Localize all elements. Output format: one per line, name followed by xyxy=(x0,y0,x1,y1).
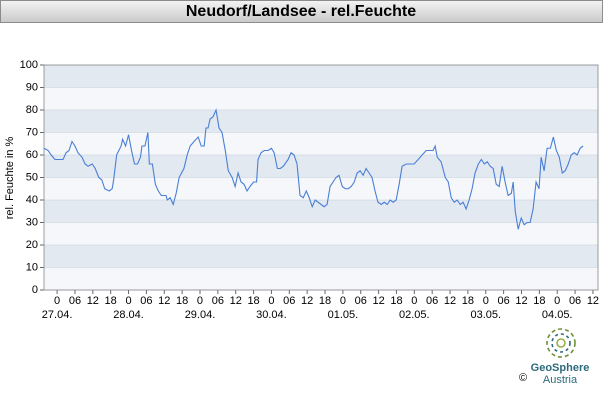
logo-sub: Austria xyxy=(543,374,578,386)
x-tick-label: 12 xyxy=(87,295,99,307)
x-tick-label: 12 xyxy=(301,295,313,307)
y-tick-label: 40 xyxy=(26,194,38,206)
x-tick-label: 06 xyxy=(283,295,295,307)
x-tick-label: 18 xyxy=(390,295,402,307)
x-tick-label: 0 xyxy=(411,295,417,307)
x-tick-label: 12 xyxy=(515,295,527,307)
plot-band xyxy=(44,132,598,155)
date-label: 28.04. xyxy=(113,309,144,321)
x-tick-label: 06 xyxy=(355,295,367,307)
date-label: 30.04. xyxy=(256,309,287,321)
x-tick-label: 18 xyxy=(105,295,117,307)
copyright: © xyxy=(519,372,527,384)
date-label: 27.04. xyxy=(42,309,73,321)
y-tick-label: 50 xyxy=(26,171,38,183)
x-tick-label: 06 xyxy=(498,295,510,307)
plot-band xyxy=(44,110,598,133)
plot-band xyxy=(44,245,598,268)
chart-title: Neudorf/Landsee - rel.Feuchte xyxy=(186,3,416,20)
x-tick-label: 0 xyxy=(268,295,274,307)
plot-band xyxy=(44,155,598,178)
x-tick-label: 12 xyxy=(230,295,242,307)
x-tick-label: 0 xyxy=(483,295,489,307)
x-tick-label: 06 xyxy=(140,295,152,307)
data-line xyxy=(43,108,584,230)
x-tick-label: 12 xyxy=(444,295,456,307)
plot-band xyxy=(44,65,598,88)
date-label: 03.05. xyxy=(470,309,501,321)
x-tick-label: 18 xyxy=(176,295,188,307)
y-tick-label: 0 xyxy=(32,284,38,296)
date-label: 04.05. xyxy=(542,309,573,321)
x-tick-label: 18 xyxy=(533,295,545,307)
date-label: 02.05. xyxy=(399,309,430,321)
x-tick-label: 0 xyxy=(340,295,346,307)
y-tick-label: 80 xyxy=(26,104,38,116)
x-tick-label: 06 xyxy=(69,295,81,307)
x-tick-label: 06 xyxy=(569,295,581,307)
plot-band xyxy=(44,200,598,223)
plot-band xyxy=(44,177,598,200)
x-tick-label: 12 xyxy=(372,295,384,307)
y-tick-label: 60 xyxy=(26,149,38,161)
date-label: 01.05. xyxy=(328,309,359,321)
date-label: 29.04. xyxy=(185,309,216,321)
plot-band xyxy=(44,267,598,290)
y-tick-label: 90 xyxy=(26,81,38,93)
plot-band xyxy=(44,87,598,110)
y-tick-label: 100 xyxy=(20,59,38,71)
logo-name: GeoSphere xyxy=(531,362,590,374)
x-tick-label: 06 xyxy=(212,295,224,307)
x-tick-label: 18 xyxy=(462,295,474,307)
x-tick-label: 12 xyxy=(158,295,170,307)
y-tick-label: 20 xyxy=(26,239,38,251)
y-tick-label: 30 xyxy=(26,216,38,228)
x-tick-label: 0 xyxy=(54,295,60,307)
y-tick-label: 70 xyxy=(26,126,38,138)
y-tick-label: 10 xyxy=(26,261,38,273)
x-tick-label: 18 xyxy=(319,295,331,307)
plot-band xyxy=(44,222,598,245)
y-axis-label: rel. Feuchte in % xyxy=(4,137,16,220)
x-tick-label: 0 xyxy=(197,295,203,307)
x-tick-label: 06 xyxy=(426,295,438,307)
logo-icon xyxy=(546,328,576,358)
x-tick-label: 0 xyxy=(125,295,131,307)
x-tick-label: 12 xyxy=(587,295,599,307)
plot-frame xyxy=(43,64,599,291)
x-tick-label: 0 xyxy=(554,295,560,307)
x-tick-label: 18 xyxy=(247,295,259,307)
